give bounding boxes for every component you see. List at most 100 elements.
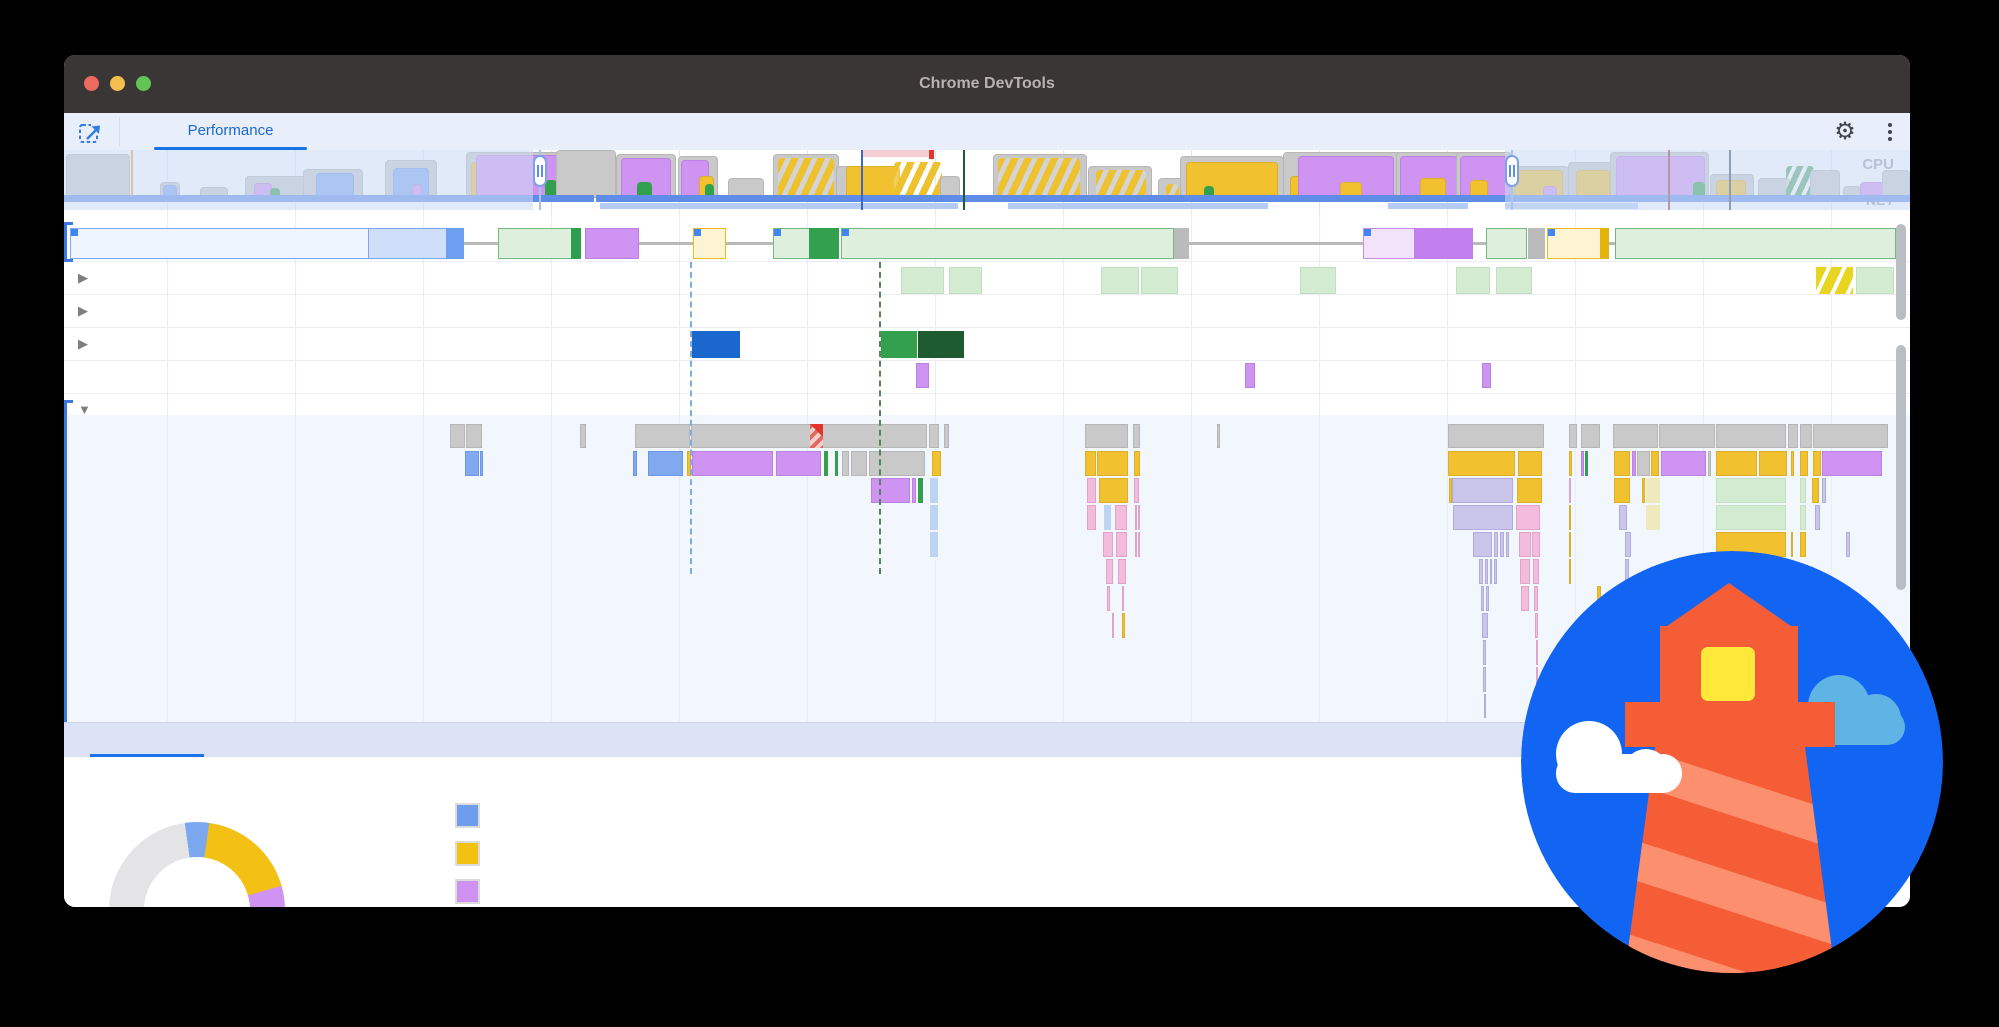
flame-bar[interactable] — [1637, 451, 1650, 476]
flame-bar[interactable] — [1619, 505, 1627, 530]
flame-bar[interactable] — [1122, 613, 1125, 638]
flame-bar[interactable] — [944, 424, 949, 448]
timeline-overview-strip[interactable]: CPU NET — [64, 150, 1910, 211]
flame-bar[interactable] — [1646, 505, 1660, 530]
flame-bar[interactable] — [1614, 478, 1630, 503]
flame-bar[interactable] — [1456, 267, 1490, 294]
flame-bar[interactable] — [918, 331, 964, 358]
flame-bar[interactable] — [1496, 267, 1532, 294]
flame-bar[interactable] — [949, 267, 982, 294]
flame-bar[interactable] — [1085, 451, 1096, 476]
flame-bar[interactable] — [912, 478, 916, 503]
flame-bar[interactable] — [1609, 242, 1615, 245]
flame-bar[interactable] — [691, 424, 927, 448]
flame-bar[interactable] — [1112, 613, 1114, 638]
flame-bar[interactable] — [1716, 424, 1786, 448]
flame-bar[interactable] — [1822, 478, 1826, 503]
flame-bar[interactable] — [1473, 532, 1492, 557]
flame-bar[interactable] — [692, 331, 740, 358]
flame-bar[interactable] — [1516, 505, 1540, 530]
track-collapse-arrow[interactable]: ▶ — [78, 303, 88, 318]
flame-bar[interactable] — [1651, 451, 1659, 476]
flame-bar[interactable] — [1518, 451, 1542, 476]
flame-bar[interactable] — [1646, 478, 1660, 503]
flame-bar[interactable] — [1452, 478, 1513, 503]
flame-bar[interactable] — [1099, 478, 1128, 503]
flame-bar[interactable] — [1569, 478, 1571, 503]
flame-bar[interactable] — [1484, 694, 1486, 718]
flame-bar[interactable] — [1300, 267, 1336, 294]
flame-bar[interactable] — [1548, 229, 1555, 236]
settings-gear-icon[interactable]: ⚙ — [1834, 118, 1856, 145]
flame-bar[interactable] — [1632, 451, 1636, 476]
flame-bar[interactable] — [1500, 532, 1504, 557]
flame-bar[interactable] — [465, 451, 479, 476]
flame-bar[interactable] — [1135, 532, 1137, 557]
flame-bar[interactable] — [1856, 267, 1894, 294]
flame-bar[interactable] — [1189, 242, 1363, 245]
flame-bar[interactable] — [1483, 667, 1486, 692]
flame-bar[interactable] — [1138, 532, 1140, 557]
flame-bar[interactable] — [1800, 478, 1806, 503]
flame-bar[interactable] — [1085, 424, 1128, 448]
flame-bar[interactable] — [450, 424, 465, 448]
flame-bar[interactable] — [1536, 640, 1538, 665]
vertical-scrollbar-thumb[interactable] — [1896, 224, 1906, 320]
flame-bar[interactable] — [1103, 532, 1113, 557]
flame-bar[interactable] — [1122, 586, 1124, 611]
inspect-element-icon[interactable] — [76, 118, 104, 146]
flame-bar[interactable] — [1800, 424, 1812, 448]
flame-bar[interactable] — [1506, 532, 1509, 557]
flame-bar[interactable] — [1532, 532, 1540, 557]
flame-bar[interactable] — [1812, 478, 1819, 503]
flame-bar[interactable] — [692, 451, 773, 476]
flame-bar[interactable] — [841, 228, 1174, 259]
flame-bar[interactable] — [1716, 478, 1786, 503]
flame-bar[interactable] — [1800, 451, 1808, 476]
flame-bar[interactable] — [1613, 424, 1658, 448]
flame-bar[interactable] — [1520, 559, 1530, 584]
flame-bar[interactable] — [694, 229, 701, 236]
flame-bar[interactable] — [1528, 228, 1545, 259]
flame-bar[interactable] — [1535, 613, 1538, 638]
flame-bar[interactable] — [1473, 242, 1486, 245]
flame-bar[interactable] — [1138, 505, 1140, 530]
flame-bar[interactable] — [1134, 478, 1139, 503]
flame-bar[interactable] — [1107, 586, 1110, 611]
flame-bar[interactable] — [1217, 424, 1220, 448]
flame-bar[interactable] — [1569, 451, 1572, 476]
flame-bar[interactable] — [1448, 451, 1515, 476]
flame-bar[interactable] — [1625, 532, 1631, 557]
flame-bar[interactable] — [1791, 532, 1793, 557]
flame-bar[interactable] — [1759, 451, 1787, 476]
flame-bar[interactable] — [1569, 424, 1577, 448]
flame-bar[interactable] — [932, 451, 941, 476]
flame-bar[interactable] — [1245, 363, 1255, 388]
flame-bar[interactable] — [1716, 505, 1786, 530]
flame-bar[interactable] — [1659, 424, 1715, 448]
flame-bar[interactable] — [1547, 228, 1609, 259]
flame-bar[interactable] — [881, 331, 917, 358]
flame-bar[interactable] — [1101, 267, 1139, 294]
track-collapse-arrow[interactable]: ▶ — [78, 270, 88, 285]
flame-bar[interactable] — [1569, 532, 1571, 557]
flame-bar[interactable] — [1097, 451, 1128, 476]
flame-bar[interactable] — [1788, 424, 1798, 448]
flame-bar[interactable] — [635, 424, 690, 448]
flame-bar[interactable] — [1482, 613, 1488, 638]
flame-bar[interactable] — [1490, 559, 1492, 584]
flame-bar[interactable] — [1494, 559, 1497, 584]
flame-bar[interactable] — [1141, 267, 1178, 294]
flame-bar[interactable] — [1716, 451, 1757, 476]
flame-bar[interactable] — [1519, 532, 1531, 557]
flame-bar[interactable] — [1106, 559, 1113, 584]
flame-bar[interactable] — [1448, 424, 1544, 448]
flame-bar[interactable] — [1521, 586, 1529, 611]
flame-bar[interactable] — [726, 242, 773, 245]
flame-bar[interactable] — [585, 228, 639, 259]
flame-bar[interactable] — [1115, 505, 1127, 530]
flame-bar[interactable] — [1486, 586, 1489, 611]
flame-bar[interactable] — [1533, 559, 1539, 584]
flame-bar[interactable] — [1135, 505, 1137, 530]
flame-bar[interactable] — [1581, 424, 1600, 448]
